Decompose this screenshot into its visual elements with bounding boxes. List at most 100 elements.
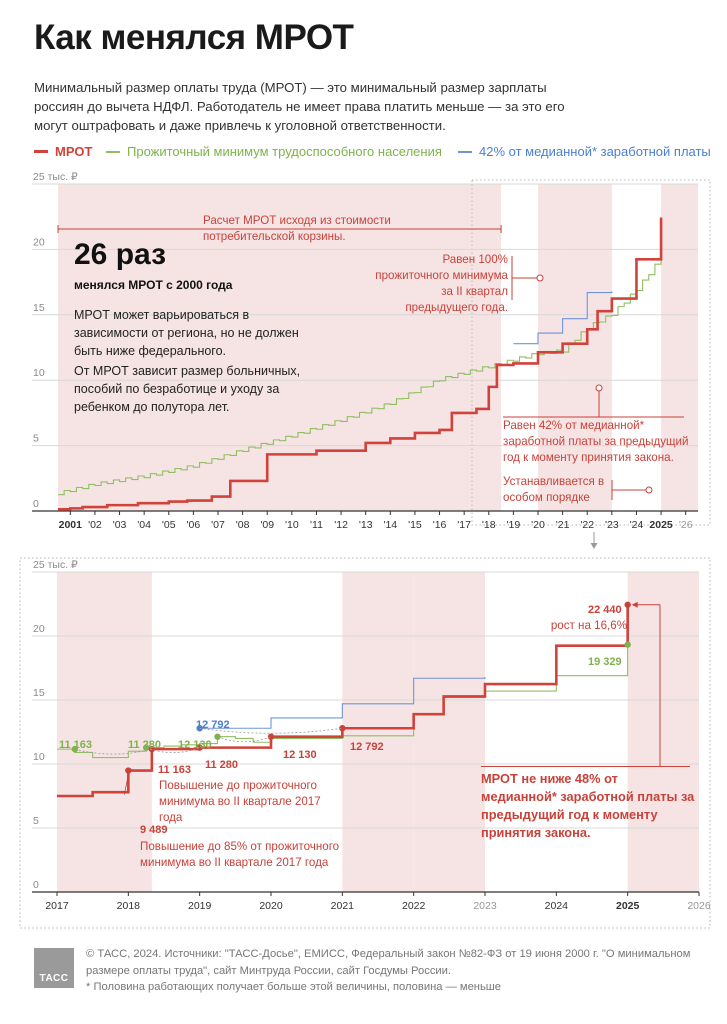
note-regions: МРОТ может варьироваться в зависимости о… bbox=[74, 308, 299, 358]
label-mrot-2018-jan: 9 489 bbox=[140, 824, 168, 836]
marker-special bbox=[645, 486, 653, 494]
point-subsistence-2018 bbox=[142, 744, 150, 751]
chart2-background bbox=[19, 557, 711, 929]
point-mrot-2020 bbox=[267, 733, 275, 740]
x-tick-label: '04 bbox=[137, 519, 151, 531]
label-mrot-2018: 11 163 bbox=[158, 764, 192, 776]
x-tick-label: 2023 bbox=[473, 900, 497, 912]
x-tick-label: 2026 bbox=[687, 900, 711, 912]
chart2-grid bbox=[32, 571, 699, 893]
x-tick-label: '16 bbox=[433, 519, 447, 531]
big-number: 26 раз bbox=[74, 238, 166, 271]
chart2-annotation-lines bbox=[71, 601, 690, 795]
x-tick-label: 2017 bbox=[45, 900, 69, 912]
y-tick-label: 15 bbox=[33, 302, 45, 314]
marker-subsistence100 bbox=[536, 274, 544, 282]
annotation-rule48: МРОТ не ниже 48% от медианной* заработно… bbox=[481, 771, 695, 840]
point-mrot-2025 bbox=[624, 601, 631, 608]
series-line-median bbox=[513, 291, 613, 345]
x-tick-label: '22 bbox=[580, 519, 594, 531]
period-shade bbox=[661, 184, 698, 511]
link-2019 bbox=[146, 747, 200, 754]
period-shade bbox=[627, 572, 699, 892]
chart2-x-ticks: 2017 2018 2019 2020 2021 2022 2023 2024 2025 2026 bbox=[45, 892, 711, 912]
x-tick-label: '10 bbox=[285, 519, 299, 531]
y-tick-label: 10 bbox=[33, 367, 45, 379]
label-mrot-2021: 12 792 bbox=[350, 741, 384, 753]
footer: © ТАСС, 2024. Источники: "ТАСС-Досье", Е… bbox=[86, 946, 706, 996]
x-tick-label: '26 bbox=[679, 519, 693, 531]
x-tick-label: '23 bbox=[605, 519, 619, 531]
legend-swatch-subsistence bbox=[106, 150, 120, 153]
x-tick-label: '15 bbox=[408, 519, 422, 531]
annotation-raise-85: Повышение до 85% от прожиточного минимум… bbox=[140, 840, 340, 869]
point-subsistence-2019 bbox=[214, 733, 221, 740]
annotation-growth: рост на 16,6% bbox=[550, 619, 627, 632]
note-benefits: От МРОТ зависит размер больничных, пособ… bbox=[74, 364, 301, 414]
legend-label-mrot: МРОТ bbox=[55, 144, 93, 159]
x-tick-label: 2001 bbox=[59, 519, 83, 531]
x-tick-label: '02 bbox=[88, 519, 102, 531]
x-tick-label: 2021 bbox=[331, 900, 355, 912]
label-mrot-2025: 22 440 bbox=[588, 604, 622, 616]
period-shade bbox=[562, 184, 612, 511]
x-tick-label: '12 bbox=[334, 519, 348, 531]
label-mrot-2019: 11 280 bbox=[205, 759, 239, 771]
label-subsistence-2019: 12 130 bbox=[178, 739, 212, 751]
legend-item-subsistence: Прожиточный минимум трудоспособного насе… bbox=[106, 144, 442, 159]
x-tick-label: '11 bbox=[310, 519, 323, 531]
label-subsistence-2025: 19 329 bbox=[588, 656, 622, 668]
y-tick-label: 20 bbox=[33, 623, 45, 635]
y-tick-label: 10 bbox=[33, 751, 45, 763]
y-tick-label: 0 bbox=[33, 498, 39, 510]
annotation-median42: Равен 42% от медианной* заработной платы… bbox=[503, 419, 689, 464]
annotation-basket: Расчет МРОТ исходя из стоимости потребит… bbox=[203, 214, 391, 243]
x-tick-label: 2025 bbox=[649, 519, 673, 531]
zoom-frame bbox=[471, 179, 711, 526]
y-tick-label: 25 тыс. ₽ bbox=[33, 171, 78, 183]
legend-item-median: 42% от медианной* заработной платы bbox=[458, 144, 711, 159]
legend-label-subsistence: Прожиточный минимум трудоспособного насе… bbox=[127, 144, 442, 159]
legend-swatch-mrot bbox=[34, 150, 48, 153]
chart1-x-ticks: 2001 '02 '03 '04 '05 '06 '07 '08 '09 '10 '11 '12 '13… bbox=[59, 511, 693, 531]
x-tick-label: '20 bbox=[531, 519, 545, 531]
x-tick-label: '07 bbox=[211, 519, 225, 531]
zoom-frame bbox=[19, 557, 711, 929]
point-mrot-2018-jan bbox=[125, 767, 132, 774]
x-tick-label: 2018 bbox=[117, 900, 141, 912]
link-2020 bbox=[217, 736, 272, 743]
point-subsistence-2025 bbox=[624, 641, 631, 648]
down-arrow-icon bbox=[590, 532, 598, 549]
chart2-series bbox=[57, 604, 629, 798]
series-line-mrot bbox=[57, 604, 629, 798]
overview-chart: 0 5 10 15 20 25 тыс. ₽ 2001 '02 '03 '04 '05 '06 '07… bbox=[32, 171, 711, 531]
annotation-raise-full: Повышение до прожиточного минимума во II… bbox=[159, 779, 321, 824]
chart1-series bbox=[58, 217, 663, 511]
big-number-caption: менялся МРОТ с 2000 года bbox=[74, 278, 233, 292]
legend: МРОТ Прожиточный минимум трудоспособного… bbox=[34, 144, 724, 162]
period-shade bbox=[538, 184, 563, 511]
x-tick-label: 2025 bbox=[616, 900, 640, 912]
x-tick-label: 2022 bbox=[402, 900, 426, 912]
y-tick-label: 25 тыс. ₽ bbox=[33, 559, 78, 571]
period-shade bbox=[413, 572, 485, 892]
label-median-2019: 12 792 bbox=[196, 719, 230, 731]
intro-text: Минимальный размер оплаты труда (МРОТ) —… bbox=[34, 80, 565, 133]
x-tick-label: 2019 bbox=[188, 900, 212, 912]
page-title: Как менялся МРОТ bbox=[34, 18, 354, 57]
footer-footnote: * Половина работающих получает больше эт… bbox=[86, 981, 502, 993]
period-shade bbox=[57, 572, 152, 892]
x-tick-label: '13 bbox=[359, 519, 373, 531]
annotation-subsistence100: Равен 100% прожиточного минимума за II к… bbox=[375, 253, 508, 314]
label-mrot-2020: 12 130 bbox=[283, 749, 317, 761]
footer-source: © ТАСС, 2024. Источники: "ТАСС-Досье", Е… bbox=[86, 948, 691, 977]
x-tick-label: '17 bbox=[457, 519, 471, 531]
x-tick-label: '18 bbox=[482, 519, 496, 531]
x-tick-label: '21 bbox=[556, 519, 570, 531]
x-tick-label: '03 bbox=[113, 519, 127, 531]
series-line-mrot bbox=[58, 217, 663, 511]
y-tick-label: 5 bbox=[33, 433, 39, 445]
legend-label-median: 42% от медианной* заработной платы bbox=[479, 144, 711, 159]
point-median-2019 bbox=[196, 725, 203, 732]
